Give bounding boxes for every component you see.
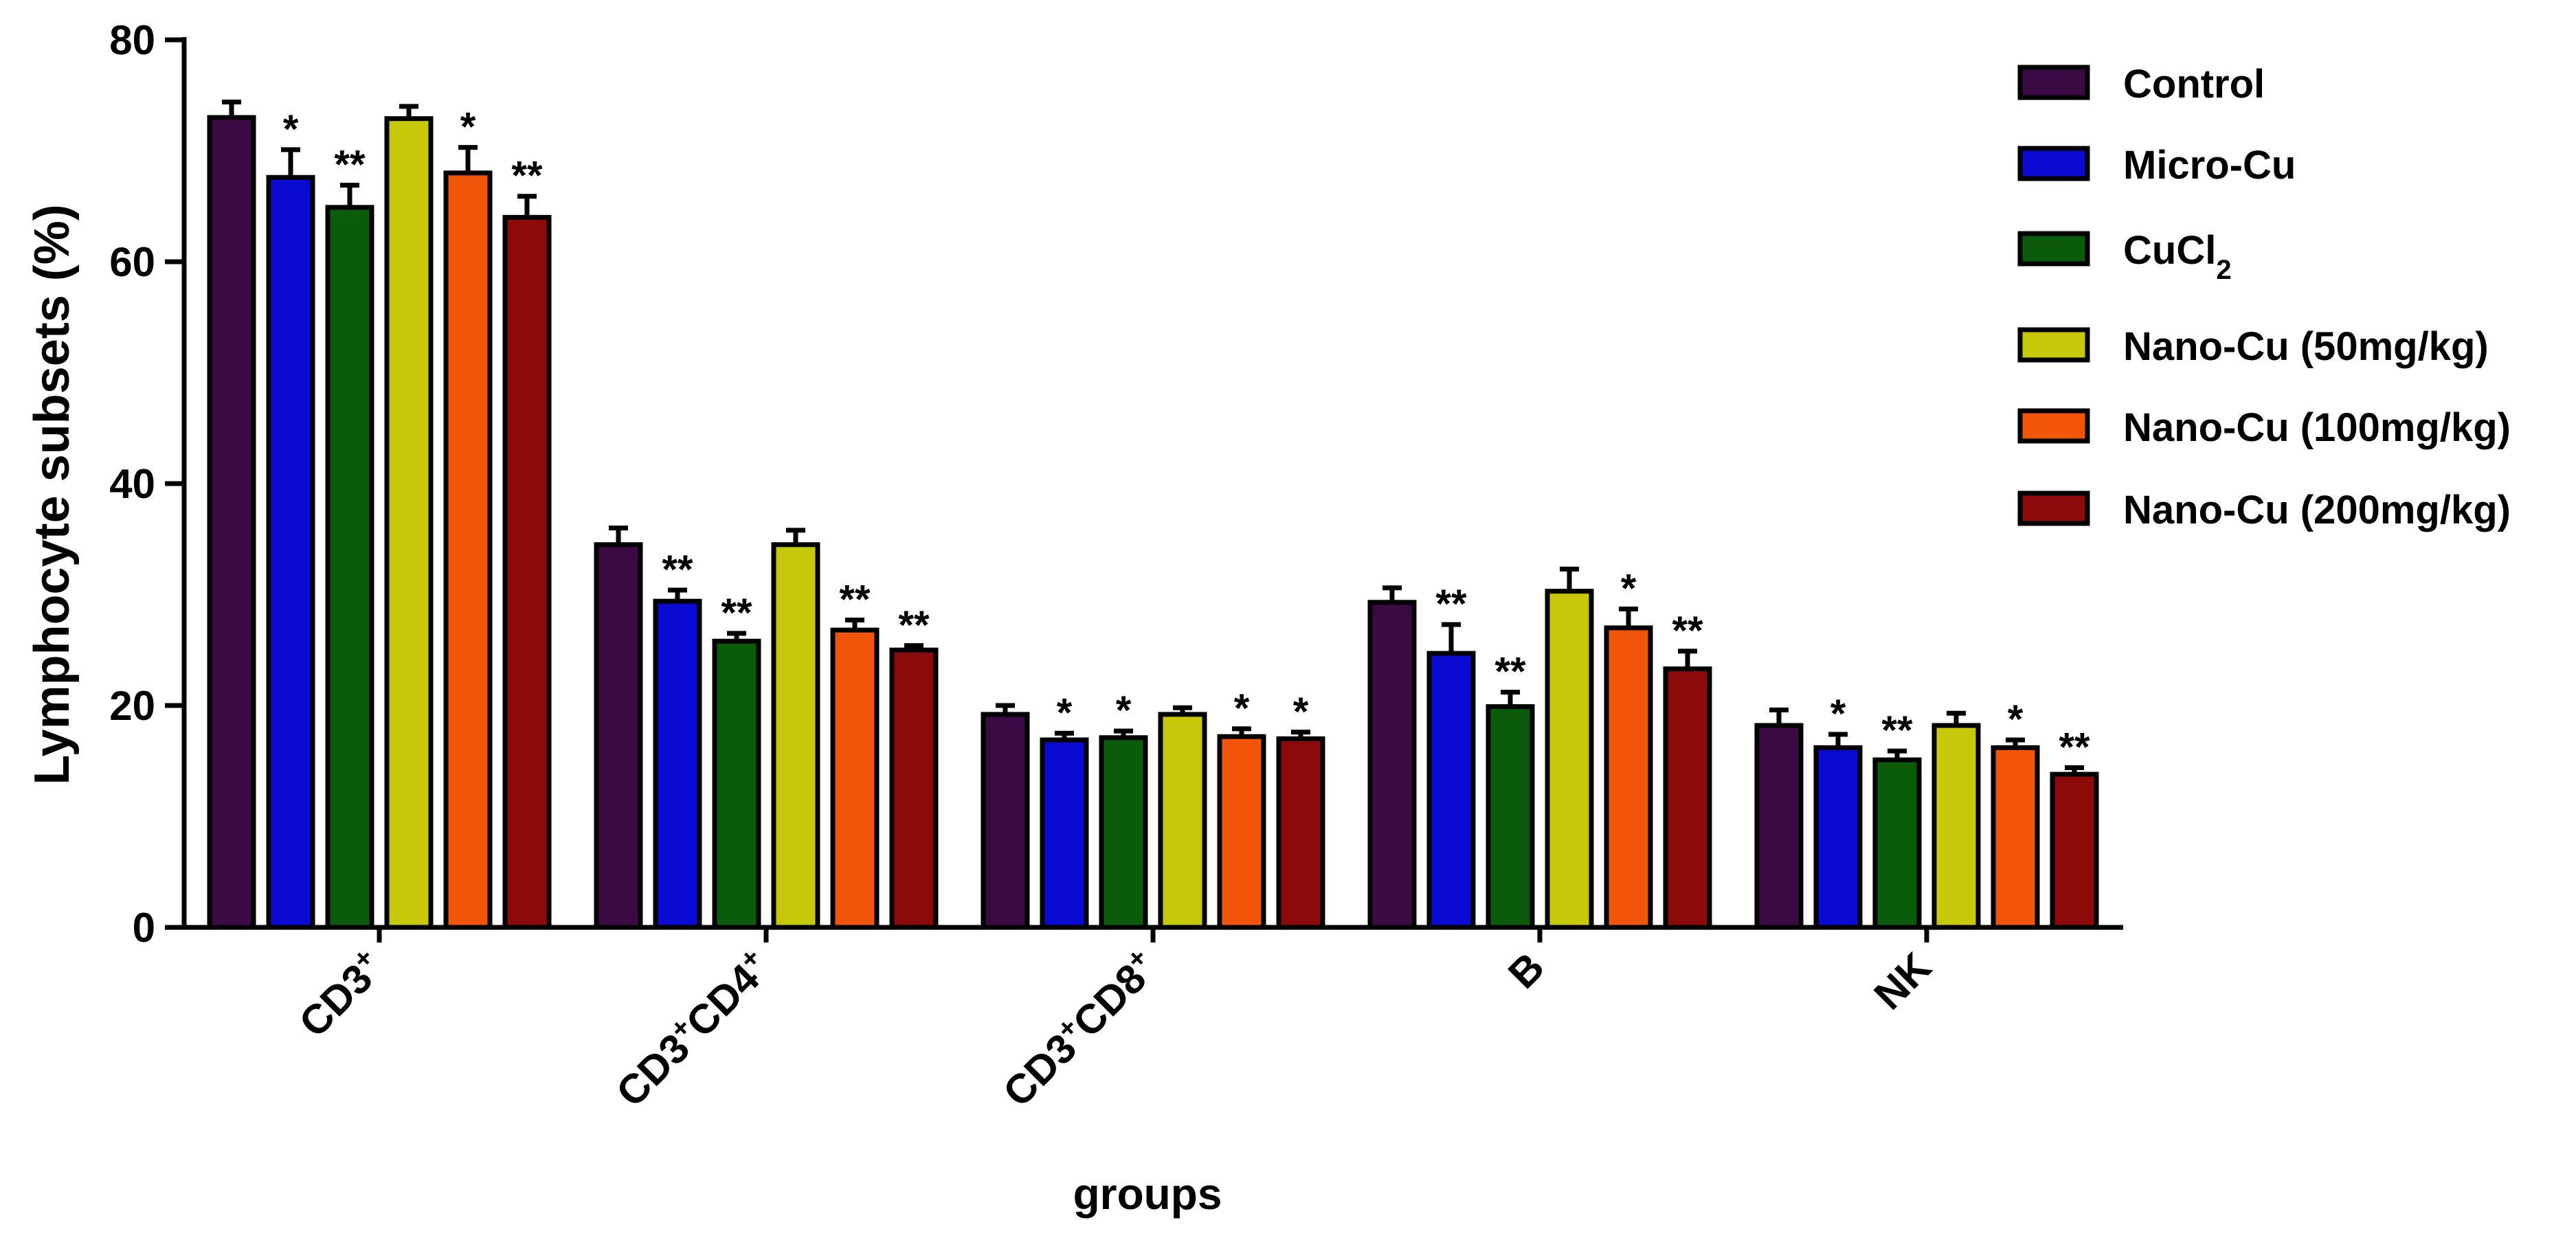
significance-marker: **	[898, 603, 930, 648]
significance-marker: **	[721, 591, 752, 635]
axis-labels: Lymphocyte subsets (%) groups	[25, 204, 1222, 1219]
significance-marker: *	[1116, 688, 1132, 733]
bar	[502, 214, 552, 930]
significance-marker: *	[2008, 697, 2024, 742]
y-tick-label: 0	[133, 905, 155, 951]
bar	[1217, 734, 1266, 930]
legend-swatch	[2017, 327, 2090, 363]
significance-marker: **	[1881, 708, 1913, 753]
legend-swatch	[2017, 408, 2090, 444]
x-tick-label: CD3+CD4+	[606, 942, 779, 1116]
y-tick-label: 60	[109, 239, 155, 285]
legend-swatch	[2017, 146, 2090, 181]
x-tick-label: B	[1499, 944, 1553, 997]
y-tick-label: 80	[109, 17, 155, 63]
legend-label: Control	[2123, 62, 2265, 106]
significance-marker: **	[1672, 609, 1703, 653]
significance-marker: **	[662, 547, 693, 592]
significance-marker: *	[1621, 566, 1637, 611]
bar	[653, 598, 702, 930]
bar	[266, 174, 315, 930]
bar	[889, 647, 939, 930]
bar	[384, 116, 434, 930]
legend-label: Nano-Cu (100mg/kg)	[2123, 405, 2511, 450]
bars: ********** ***** * * ********* ** ***	[207, 99, 2099, 930]
x-axis-label: groups	[1073, 1169, 1222, 1219]
bar	[1872, 757, 1922, 930]
significance-marker: *	[1234, 686, 1250, 731]
bar	[1754, 723, 1804, 930]
bar	[1426, 651, 1476, 930]
significance-marker: *	[1830, 692, 1846, 736]
legend-swatch	[2017, 231, 2090, 267]
legend-swatch	[2017, 65, 2090, 100]
legend-swatch	[2017, 490, 2090, 526]
significance-marker: *	[283, 107, 299, 152]
x-tick-label: NK	[1866, 944, 1940, 1019]
significance-marker: **	[1494, 650, 1526, 695]
significance-marker: *	[460, 105, 476, 150]
bar	[1486, 704, 1535, 930]
bar	[1991, 745, 2040, 930]
significance-marker: **	[1435, 582, 1467, 626]
bar	[1663, 666, 1712, 930]
bar	[1158, 712, 1207, 930]
bar	[712, 638, 761, 930]
significance-marker: **	[839, 578, 871, 622]
bar	[771, 542, 820, 930]
y-axis-label: Lymphocyte subsets (%)	[25, 204, 80, 785]
y-tick-label: 40	[109, 461, 155, 507]
bar	[207, 115, 256, 930]
bar	[1099, 735, 1148, 930]
legend-label: CuCl2	[2123, 228, 2232, 285]
bar	[830, 627, 880, 930]
bar	[594, 542, 643, 930]
bar	[1604, 625, 1653, 930]
legend-label: Nano-Cu (50mg/kg)	[2123, 324, 2489, 369]
x-tick-label: CD3+CD8+	[993, 942, 1166, 1116]
bar	[1040, 737, 1089, 930]
legend: Control Micro-Cu CuCl2 Nano-Cu (50mg/kg) Nan…	[2017, 62, 2511, 532]
legend-label: Nano-Cu (200mg/kg)	[2123, 488, 2511, 532]
bar	[2050, 771, 2099, 930]
bar	[981, 712, 1030, 930]
x-tick-label: CD3+	[289, 942, 392, 1046]
bar	[1545, 589, 1594, 930]
significance-marker: **	[511, 154, 543, 199]
bar	[1931, 723, 1981, 930]
y-tick-label: 20	[109, 683, 155, 729]
bar	[1367, 600, 1417, 930]
bar	[325, 205, 374, 930]
significance-marker: **	[2059, 725, 2090, 769]
bar	[443, 170, 493, 930]
significance-marker: *	[1293, 690, 1309, 734]
bar	[1276, 736, 1325, 930]
significance-marker: *	[1057, 690, 1073, 735]
bar	[1813, 745, 1863, 930]
significance-marker: **	[334, 143, 366, 188]
legend-label: Micro-Cu	[2123, 143, 2296, 188]
